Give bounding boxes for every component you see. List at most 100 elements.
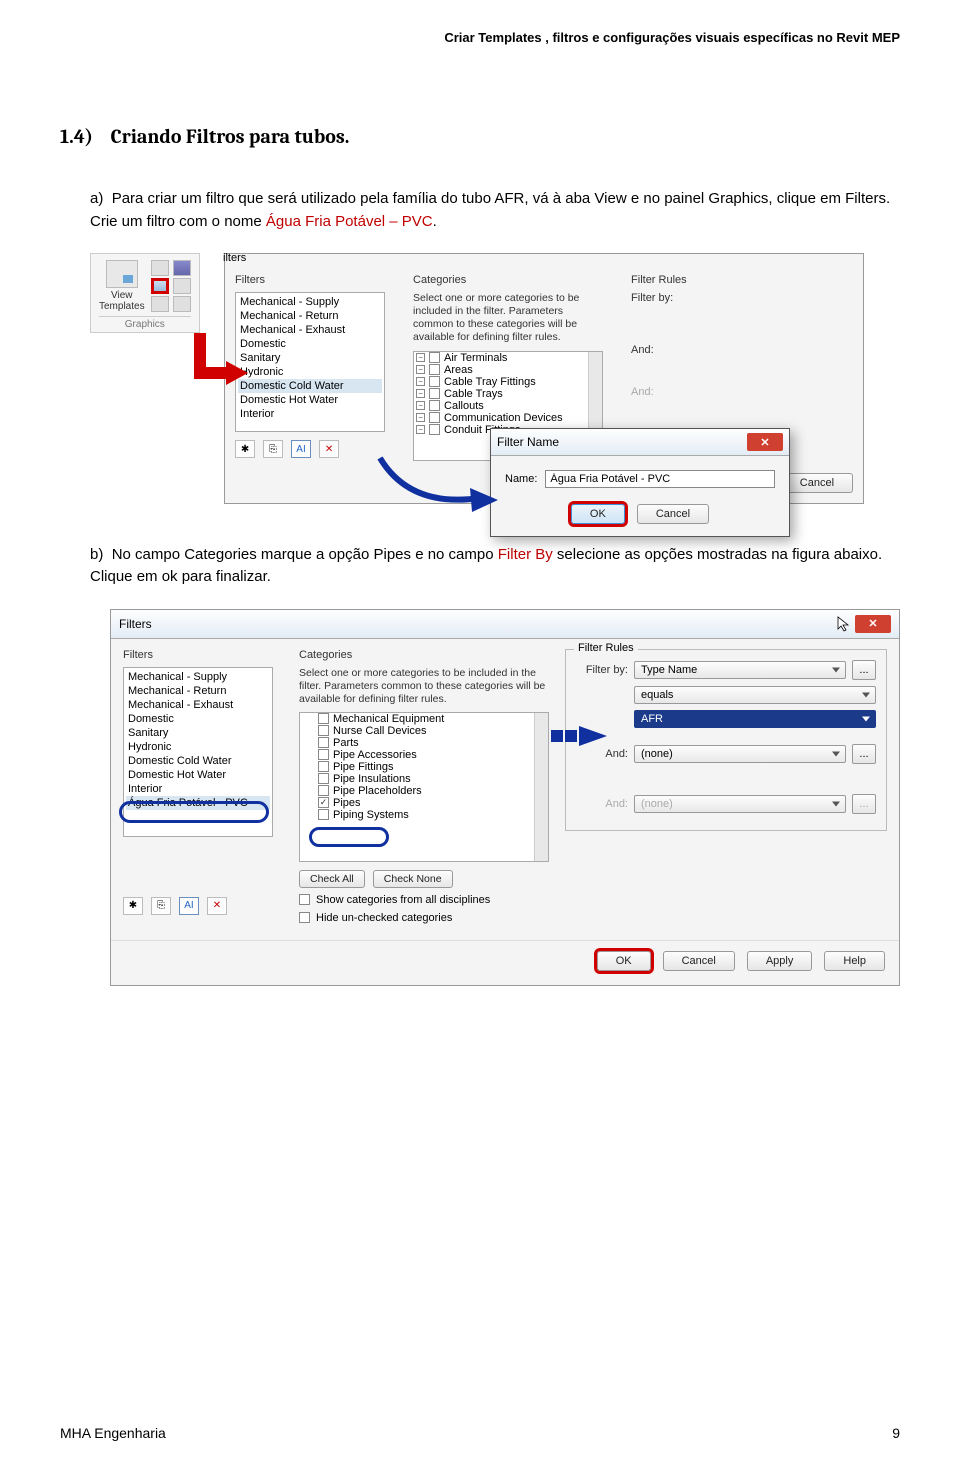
list-item[interactable]: Domestic Hot Water (238, 393, 382, 407)
page-footer: MHA Engenharia 9 (60, 1425, 900, 1441)
expand-icon[interactable]: − (416, 401, 425, 410)
list-item[interactable]: Sanitary (126, 726, 270, 740)
apply-button[interactable]: Apply (747, 951, 813, 971)
delete-filter-icon[interactable]: ✕ (207, 897, 227, 915)
list-item[interactable]: Mechanical - Exhaust (126, 698, 270, 712)
ribbon-small-icon-5[interactable] (151, 296, 169, 312)
close-icon[interactable]: ✕ (747, 433, 783, 451)
category-row[interactable]: Piping Systems (300, 809, 548, 821)
filter-name-cancel-button[interactable]: Cancel (637, 504, 709, 524)
value-dropdown[interactable]: AFR (634, 710, 876, 728)
hide-unchecked-checkbox[interactable] (299, 912, 310, 923)
list-marker: b) (90, 546, 103, 563)
category-row[interactable]: Pipe Insulations (300, 773, 548, 785)
expand-icon[interactable]: − (416, 365, 425, 374)
show-all-disciplines-checkbox[interactable] (299, 894, 310, 905)
ribbon-small-icon-6[interactable] (173, 296, 191, 312)
list-item[interactable]: Mechanical - Supply (238, 295, 382, 309)
category-row[interactable]: ✓Pipes (300, 797, 548, 809)
category-checkbox[interactable] (318, 749, 329, 760)
category-label: Pipe Insulations (333, 773, 411, 785)
category-row[interactable]: Mechanical Equipment (300, 713, 548, 725)
ok-button[interactable]: OK (597, 951, 651, 971)
list-item[interactable]: Hydronic (126, 740, 270, 754)
and1-more-button[interactable]: ... (852, 744, 876, 764)
category-checkbox[interactable] (429, 388, 440, 399)
category-checkbox[interactable] (318, 737, 329, 748)
expand-icon[interactable]: − (416, 425, 425, 434)
list-item[interactable]: Hydronic (238, 365, 382, 379)
check-none-button[interactable]: Check None (373, 870, 453, 888)
category-row[interactable]: Pipe Fittings (300, 761, 548, 773)
view-templates-button[interactable]: View Templates (99, 260, 145, 312)
ribbon-small-icon-2[interactable] (173, 260, 191, 276)
check-all-button[interactable]: Check All (299, 870, 365, 888)
close-icon[interactable]: ✕ (855, 615, 891, 633)
category-row[interactable]: −Callouts (414, 400, 602, 412)
new-filter-icon[interactable]: ✱ (123, 897, 143, 915)
list-item[interactable]: Domestic (238, 337, 382, 351)
list-item[interactable]: Domestic Hot Water (126, 768, 270, 782)
list-item[interactable]: Mechanical - Return (238, 309, 382, 323)
filters-icon[interactable] (151, 278, 169, 294)
list-item[interactable]: Domestic (126, 712, 270, 726)
expand-icon[interactable]: − (416, 377, 425, 386)
section-title: Criando Filtros para tubos. (111, 125, 350, 148)
duplicate-filter-icon[interactable]: ⎘ (263, 440, 283, 458)
category-row[interactable]: −Air Terminals (414, 352, 602, 364)
category-checkbox[interactable] (429, 424, 440, 435)
ribbon-small-icon-4[interactable] (173, 278, 191, 294)
new-filter-icon[interactable]: ✱ (235, 440, 255, 458)
expand-icon[interactable]: − (416, 413, 425, 422)
category-checkbox[interactable] (429, 412, 440, 423)
categories-group-label: Categories (413, 274, 613, 286)
category-row[interactable]: −Cable Trays (414, 388, 602, 400)
category-checkbox[interactable] (318, 725, 329, 736)
list-item[interactable]: Domestic Cold Water (126, 754, 270, 768)
category-row[interactable]: Nurse Call Devices (300, 725, 548, 737)
category-checkbox[interactable] (318, 809, 329, 820)
category-checkbox[interactable]: ✓ (318, 797, 329, 808)
filter-by-dropdown[interactable]: Type Name (634, 661, 846, 679)
category-checkbox[interactable] (318, 773, 329, 784)
category-row[interactable]: − Cable Tray Fittings (414, 376, 602, 388)
filter-rules-label: Filter Rules (574, 642, 638, 654)
list-item[interactable]: Mechanical - Return (126, 684, 270, 698)
list-item[interactable]: Sanitary (238, 351, 382, 365)
expand-icon[interactable]: − (416, 353, 425, 362)
category-row[interactable]: Pipe Placeholders (300, 785, 548, 797)
list-item[interactable]: Interior (126, 782, 270, 796)
list-item[interactable]: Interior (238, 407, 382, 421)
and1-dropdown[interactable]: (none) (634, 745, 846, 763)
category-checkbox[interactable] (318, 785, 329, 796)
rename-filter-icon[interactable]: AI (291, 440, 311, 458)
rename-filter-icon[interactable]: AI (179, 897, 199, 915)
filter-name-input[interactable] (545, 470, 775, 488)
filters-listbox[interactable]: Mechanical - SupplyMechanical - ReturnMe… (235, 292, 385, 432)
list-item[interactable]: Mechanical - Exhaust (238, 323, 382, 337)
help-button[interactable]: Help (824, 951, 885, 971)
duplicate-filter-icon[interactable]: ⎘ (151, 897, 171, 915)
category-checkbox[interactable] (318, 713, 329, 724)
filter-name-ok-button[interactable]: OK (571, 504, 625, 524)
operator-dropdown[interactable]: equals (634, 686, 876, 704)
category-label: Cable Tray Fittings (444, 376, 536, 388)
category-checkbox[interactable] (318, 761, 329, 772)
list-item[interactable]: Mechanical - Supply (126, 670, 270, 684)
category-checkbox[interactable] (429, 400, 440, 411)
scrollbar[interactable] (534, 713, 548, 861)
cancel-button[interactable]: Cancel (663, 951, 735, 971)
delete-filter-icon[interactable]: ✕ (319, 440, 339, 458)
dialog-cancel-button[interactable]: Cancel (781, 473, 853, 493)
category-row[interactable]: Parts (300, 737, 548, 749)
expand-icon[interactable]: − (416, 389, 425, 398)
list-item[interactable]: Domestic Cold Water (238, 379, 382, 393)
category-checkbox[interactable] (429, 352, 440, 363)
filter-by-more-button[interactable]: ... (852, 660, 876, 680)
ribbon-small-icon-1[interactable] (151, 260, 169, 276)
category-row[interactable]: −Areas (414, 364, 602, 376)
category-row[interactable]: −Communication Devices (414, 412, 602, 424)
category-checkbox[interactable] (429, 376, 440, 387)
category-checkbox[interactable] (429, 364, 440, 375)
category-row[interactable]: Pipe Accessories (300, 749, 548, 761)
